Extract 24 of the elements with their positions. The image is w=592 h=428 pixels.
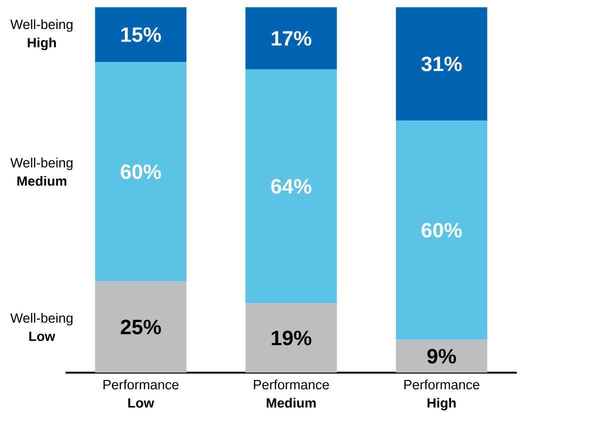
bar bbox=[396, 120, 488, 340]
data-label: 60% bbox=[422, 222, 462, 238]
bar bbox=[246, 303, 337, 372]
bar bbox=[396, 340, 488, 372]
bar bbox=[396, 7, 488, 120]
data-label: 17% bbox=[272, 30, 312, 46]
series-label: Well-being Low bbox=[10, 312, 72, 341]
data-label: 9% bbox=[427, 348, 456, 364]
series-label: Well-being Medium bbox=[10, 157, 72, 186]
bar bbox=[95, 281, 186, 372]
data-label: 15% bbox=[121, 27, 161, 42]
x-tick-label: Performance High bbox=[404, 379, 480, 410]
bar bbox=[246, 7, 337, 70]
series-label: Well-being High bbox=[10, 19, 72, 50]
data-label: 60% bbox=[120, 164, 161, 179]
data-label: 19% bbox=[272, 330, 312, 346]
x-tick-label: Performance Medium bbox=[254, 379, 329, 408]
data-label: 31% bbox=[421, 56, 462, 72]
bar bbox=[246, 69, 337, 304]
bar bbox=[95, 7, 186, 62]
x-tick-label: Performance Low bbox=[104, 379, 179, 408]
data-label: 25% bbox=[120, 319, 161, 334]
bar bbox=[95, 62, 186, 282]
data-label: 64% bbox=[271, 178, 312, 194]
